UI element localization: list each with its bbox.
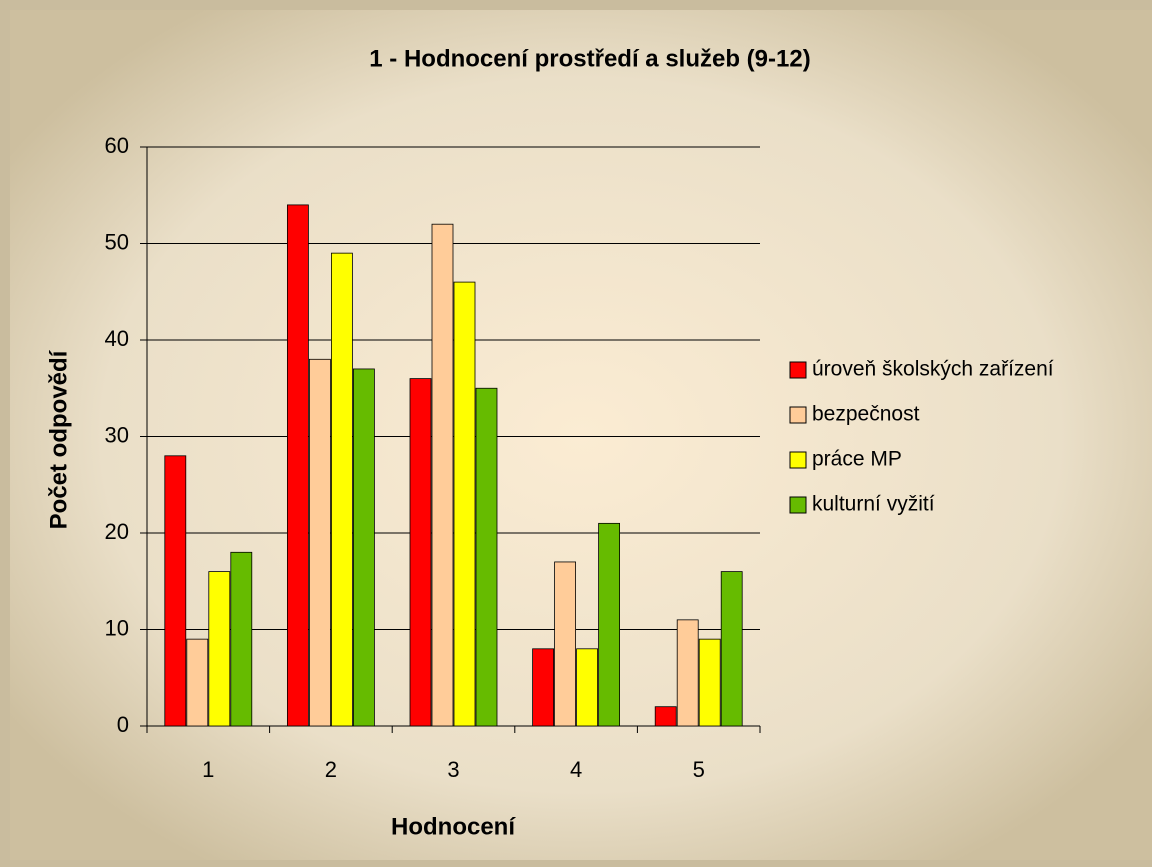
x-tick-label: 1 [202,757,214,782]
bar [186,638,209,727]
bar [164,455,187,727]
y-axis-label: Počet odpovědí [45,349,72,529]
legend-label: práce MP [812,448,902,471]
y-tick-label: 60 [105,133,129,158]
bar [598,522,620,727]
x-tick-label: 2 [325,757,337,782]
legend-swatch [789,496,807,514]
bar [475,387,498,727]
chart-title: 1 - Hodnocení prostředí a služeb (9-12) [369,45,810,72]
bar [720,571,743,727]
background [10,10,1152,860]
x-tick-label: 3 [447,757,459,782]
x-tick-label: 5 [693,757,705,782]
bar [409,378,432,727]
legend-swatch [789,451,807,469]
bar [330,252,353,727]
y-tick-label: 10 [105,615,129,640]
legend-label: kulturní vyžití [812,493,935,516]
bar [676,619,699,727]
y-tick-label: 40 [105,326,129,351]
legend-label: úroveň školských zařízení [812,358,1054,381]
y-tick-label: 30 [105,422,129,447]
bar [208,571,231,727]
bar [431,223,454,727]
bar [230,551,253,727]
legend-label: bezpečnost [812,403,920,426]
x-tick-label: 4 [570,757,582,782]
y-tick-label: 0 [117,712,129,737]
bar [532,648,554,727]
bar [554,561,576,727]
legend-swatch [789,361,807,379]
bar [576,648,598,727]
bar [453,281,476,727]
bar [698,638,721,727]
bar [654,706,677,727]
bar [352,368,375,727]
x-axis-label: Hodnocení [391,813,516,840]
y-tick-label: 50 [105,229,129,254]
bar [308,358,331,727]
bar [286,204,309,727]
y-tick-label: 20 [105,519,129,544]
legend-swatch [789,406,807,424]
